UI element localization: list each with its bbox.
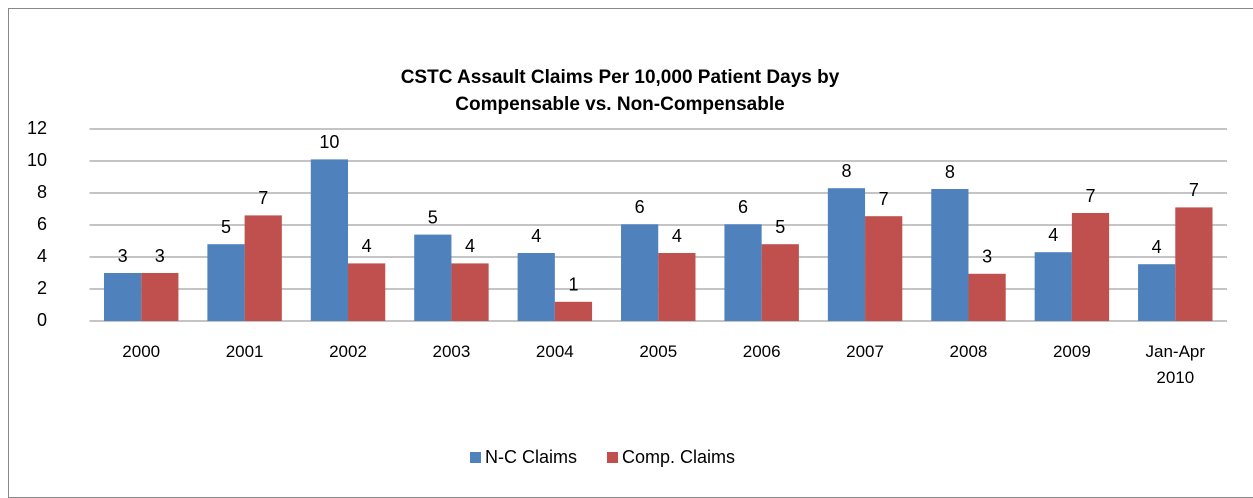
bar [724, 224, 762, 321]
data-label: 8 [841, 161, 851, 181]
data-label: 3 [982, 247, 992, 267]
x-tick-label: 2003 [432, 342, 471, 361]
bar [517, 253, 555, 321]
legend-label: Comp. Claims [622, 447, 735, 467]
bar [207, 244, 245, 321]
data-label: 6 [738, 197, 748, 217]
bar [554, 301, 593, 321]
data-label: 4 [1048, 225, 1058, 245]
bar [621, 224, 659, 321]
x-tick-label: 2000 [122, 342, 161, 361]
x-tick-label: Jan-Apr 2010 [1145, 342, 1206, 387]
data-label: 5 [775, 217, 785, 237]
bar [1034, 252, 1072, 321]
y-tick-label: 10 [27, 150, 47, 170]
bar [244, 215, 282, 321]
y-tick-label: 0 [37, 310, 47, 330]
data-label: 7 [258, 188, 268, 208]
x-tick-label: 2001 [225, 342, 264, 361]
data-label: 6 [635, 197, 645, 217]
x-tick-label: 2007 [846, 342, 884, 361]
y-tick-label: 8 [37, 182, 47, 202]
data-label: 10 [319, 132, 339, 152]
bar [310, 159, 349, 321]
data-label: 4 [531, 226, 541, 246]
chart-title: CSTC Assault Claims Per 10,000 Patient D… [400, 67, 840, 115]
data-label: 5 [428, 207, 438, 227]
bar [968, 273, 1006, 321]
data-label: 7 [1189, 180, 1199, 200]
bar [761, 244, 799, 321]
y-tick-label: 12 [27, 118, 47, 138]
x-tick-label: 2006 [742, 342, 781, 361]
x-tick-label: 2005 [639, 342, 678, 361]
data-label: 3 [155, 246, 165, 266]
bar [1138, 264, 1176, 321]
bar [865, 216, 903, 321]
x-tick-label: 2008 [949, 342, 988, 361]
y-tick-label: 4 [37, 246, 47, 266]
y-tick-label: 2 [37, 278, 47, 298]
data-label: 7 [879, 189, 889, 209]
bar [103, 273, 142, 321]
data-label: 4 [672, 226, 682, 246]
bar [414, 234, 452, 321]
bar [141, 273, 179, 321]
legend-label: N-C Claims [485, 447, 577, 467]
legend-swatch [607, 452, 618, 463]
legend-swatch [470, 452, 481, 463]
data-label: 4 [465, 236, 475, 256]
bar [931, 189, 969, 321]
data-label: 4 [362, 236, 372, 256]
bar [1071, 213, 1110, 321]
x-tick-label: 2004 [535, 342, 574, 361]
data-label: 5 [221, 217, 231, 237]
bar [348, 263, 386, 321]
bar [451, 263, 489, 321]
data-label: 7 [1085, 186, 1095, 206]
data-label: 1 [568, 275, 578, 295]
x-tick-label: 2002 [329, 342, 367, 361]
data-label: 3 [118, 246, 128, 266]
x-tick-label: 2009 [1052, 342, 1091, 361]
data-label: 8 [945, 162, 955, 182]
y-tick-label: 6 [37, 214, 47, 234]
data-label: 4 [1152, 237, 1162, 257]
bar [1175, 207, 1213, 321]
bar [827, 188, 866, 321]
bar [658, 253, 696, 321]
